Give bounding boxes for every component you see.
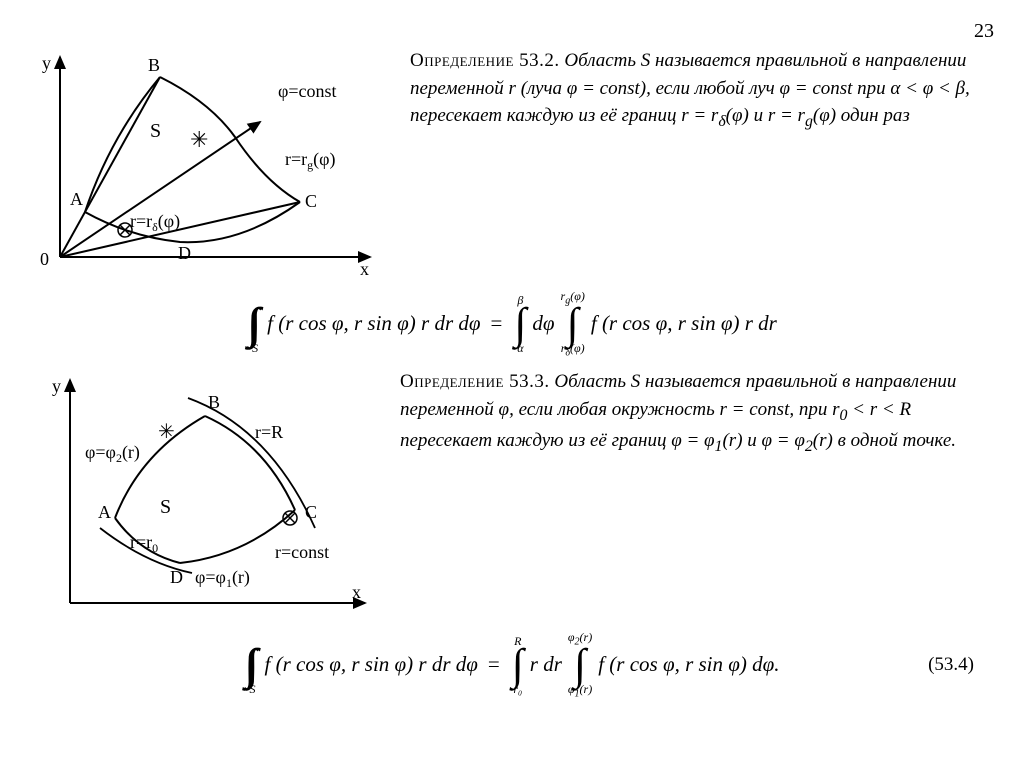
formula-1: ∫∫ S f (r cos φ, r sin φ) r dr dφ = β ∫ … (247, 290, 777, 358)
svg-text:B: B (148, 55, 160, 75)
svg-text:y: y (42, 53, 51, 73)
svg-text:r=const: r=const (275, 542, 329, 562)
diagram-1: 0 x y ✳ A B C D S φ=const r=rg(φ) r=rδ(φ… (30, 47, 390, 282)
svg-text:φ=const: φ=const (278, 81, 337, 101)
svg-text:r=R: r=R (255, 422, 283, 442)
svg-text:0: 0 (40, 249, 49, 269)
def2-heading: Определение 53.3. (400, 371, 550, 392)
svg-text:D: D (178, 243, 191, 263)
formula-2: ∫∫ S f (r cos φ, r sin φ) r dr dφ = R ∫ … (245, 631, 780, 699)
block-def2: x y ✳ A B C D S φ=φ2(r) φ=φ1(r) r=r0 r=R (30, 368, 994, 623)
svg-text:r=rg(φ): r=rg(φ) (285, 149, 336, 172)
svg-text:r=rδ(φ): r=rδ(φ) (130, 211, 180, 234)
svg-text:✳: ✳ (158, 421, 175, 443)
svg-text:B: B (208, 392, 220, 412)
definition-53-2: Определение 53.2. Область S называется п… (410, 47, 994, 134)
svg-text:D: D (170, 567, 183, 587)
svg-text:C: C (305, 502, 317, 522)
def1-heading: Определение 53.2. (410, 50, 560, 71)
svg-text:A: A (70, 189, 83, 209)
svg-text:✳: ✳ (190, 127, 208, 152)
svg-text:S: S (150, 120, 161, 142)
formula-53-row1: ∫∫ S f (r cos φ, r sin φ) r dr dφ = β ∫ … (30, 290, 994, 358)
definition-53-3: Определение 53.3. Область S называется п… (400, 368, 994, 459)
block-def1: 0 x y ✳ A B C D S φ=const r=rg(φ) r=rδ(φ… (30, 47, 994, 282)
equation-number: (53.4) (928, 654, 984, 676)
svg-text:r=r0: r=r0 (130, 532, 158, 555)
svg-text:φ=φ2(r): φ=φ2(r) (85, 442, 140, 465)
svg-text:A: A (98, 502, 111, 522)
formula-53-4-row: ∫∫ S f (r cos φ, r sin φ) r dr dφ = R ∫ … (30, 631, 994, 699)
diagram-2: x y ✳ A B C D S φ=φ2(r) φ=φ1(r) r=r0 r=R (30, 368, 380, 623)
svg-text:y: y (52, 376, 61, 396)
svg-text:x: x (352, 582, 361, 602)
page-number: 23 (30, 20, 994, 43)
svg-text:x: x (360, 259, 369, 277)
svg-text:S: S (160, 496, 171, 518)
svg-text:C: C (305, 191, 317, 211)
svg-text:φ=φ1(r): φ=φ1(r) (195, 567, 250, 590)
